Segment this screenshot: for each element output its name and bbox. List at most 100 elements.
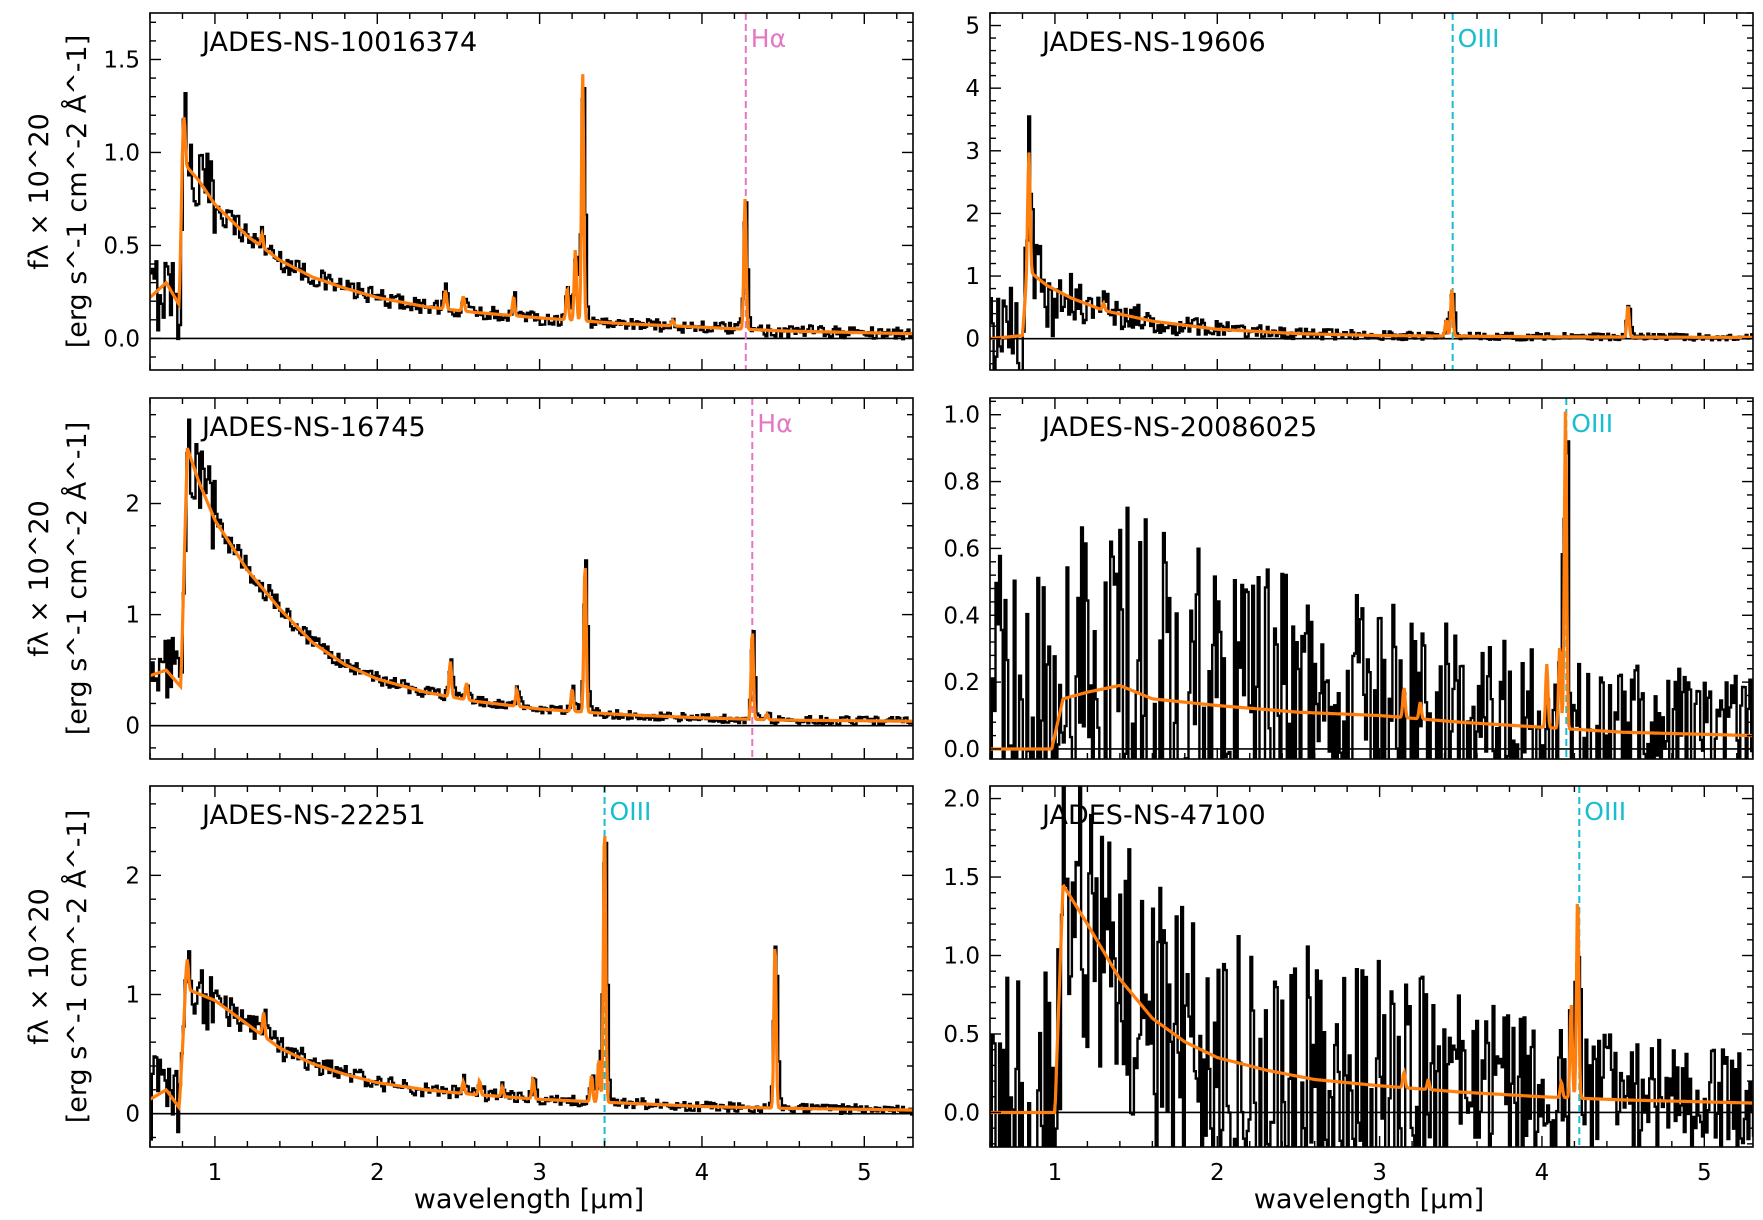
- y-tick-label: 0.2: [943, 670, 980, 696]
- model-spectrum: [990, 883, 1753, 1115]
- line-marker-label: OIII: [610, 797, 652, 826]
- y-axis-label-line2: [erg s^-1 cm^-2 Å^-1]: [61, 810, 93, 1124]
- y-tick-label: 1.0: [943, 403, 980, 429]
- axes-frame: [149, 785, 914, 1148]
- x-tick-label: 2: [1210, 1160, 1225, 1186]
- y-tick-label: 2: [125, 492, 140, 518]
- x-ticks: [149, 13, 898, 370]
- y-tick-label: 1: [125, 603, 140, 629]
- y-tick-label: 2: [125, 863, 140, 889]
- plot-area: [150, 786, 913, 1147]
- y-axis-label: fλ × 10^20 [erg s^-1 cm^-2 Å^-1]: [24, 35, 93, 349]
- axes-frame: [989, 785, 1754, 1148]
- observed-spectrum: [990, 440, 1753, 759]
- axes-frame: [989, 397, 1754, 760]
- y-axis-label-line1: fλ × 10^20: [24, 113, 55, 270]
- y-tick-label: 1.0: [943, 944, 980, 970]
- y-tick-label: 1: [965, 264, 980, 290]
- line-marker-label: Hα: [757, 409, 792, 438]
- y-tick-label: 0.0: [103, 326, 140, 352]
- model-spectrum: [150, 74, 913, 336]
- observed-spectrum: [990, 786, 1753, 1147]
- observed-spectrum: [150, 418, 913, 727]
- x-tick-label: 1: [1048, 1160, 1063, 1186]
- panels-group: 0.0 0.5 1.0 1.5 JADES-NS-10016374 Hα fλ × 10^2…: [24, 12, 1754, 1186]
- y-tick-label: 1.0: [103, 140, 140, 166]
- x-tick-label: 5: [857, 1160, 872, 1186]
- y-axis-label-line1: fλ × 10^20: [24, 888, 55, 1045]
- y-tick-label: 5: [965, 14, 980, 40]
- y-tick-label: 0.8: [943, 470, 980, 496]
- model-spectrum: [150, 835, 913, 1112]
- y-tick-label: 0.0: [943, 737, 980, 763]
- y-tick-label: 1: [125, 982, 140, 1008]
- y-tick-label: 0.0: [943, 1100, 980, 1126]
- plot-area: [990, 786, 1753, 1147]
- panel-title: JADES-NS-16745: [200, 412, 426, 443]
- y-ticks: [990, 12, 1753, 365]
- y-ticks: [150, 803, 913, 1139]
- y-ticks: [990, 400, 1753, 750]
- axes-frame: [149, 12, 914, 371]
- spectrum-panel-middle-right: 0.0 0.2 0.4 0.6 0.8 1.0 JADES-NS-20086025 OIII: [943, 397, 1754, 763]
- line-marker-label: OIII: [1584, 797, 1626, 826]
- panel-title: JADES-NS-19606: [1040, 27, 1266, 58]
- y-tick-label: 0: [125, 714, 140, 740]
- panel-title: JADES-NS-22251: [200, 800, 426, 831]
- model-spectrum: [990, 411, 1753, 751]
- x-tick-label: 3: [1372, 1160, 1387, 1186]
- x-ticks: [989, 398, 1738, 759]
- plot-area: [990, 13, 1753, 370]
- plot-area: [150, 398, 913, 759]
- y-tick-label: 0.6: [943, 536, 980, 562]
- x-tick-label: 5: [1697, 1160, 1712, 1186]
- model-spectrum: [150, 447, 913, 723]
- spectrum-panel-top-left: 0.0 0.5 1.0 1.5 JADES-NS-10016374 Hα fλ × 10^2…: [24, 12, 914, 371]
- x-axis-label-left: wavelength [µm]: [414, 1184, 644, 1215]
- model-spectrum: [990, 152, 1753, 341]
- spectrum-panel-bottom-right: 1 2 3 4 5 0.0 0.5 1.0 1.5 2.0 JADES-NS-47100 OIII: [943, 785, 1754, 1186]
- y-tick-label: 1.5: [943, 865, 980, 891]
- y-tick-label: 0.5: [103, 233, 140, 259]
- x-ticks: [989, 786, 1738, 1147]
- x-axis-label-text-left: wavelength [µm]: [414, 1184, 644, 1215]
- panel-title: JADES-NS-20086025: [1040, 412, 1317, 443]
- axes-frame: [989, 12, 1754, 371]
- y-tick-label: 3: [965, 139, 980, 165]
- x-axis-label-right: wavelength [µm]: [1254, 1184, 1484, 1215]
- panel-title: JADES-NS-10016374: [200, 27, 477, 58]
- y-tick-label: 0: [965, 327, 980, 353]
- x-axis-label-text-right: wavelength [µm]: [1254, 1184, 1484, 1215]
- y-axis-label-line2: [erg s^-1 cm^-2 Å^-1]: [61, 35, 93, 349]
- y-axis-label-line2: [erg s^-1 cm^-2 Å^-1]: [61, 422, 93, 736]
- spectrum-panel-bottom-left: 1 2 3 4 5 0 1 2 JADES-NS-22251 OIII fλ × 10^20 [erg…: [24, 785, 914, 1186]
- axes-frame: [149, 397, 914, 760]
- y-tick-label: 0.5: [943, 1022, 980, 1048]
- y-tick-label: 2: [965, 201, 980, 227]
- spectrum-panel-top-right: 0 1 2 3 4 5 JADES-NS-19606 OIII: [965, 12, 1754, 371]
- x-tick-label: 4: [695, 1160, 710, 1186]
- panel-title: JADES-NS-47100: [1040, 800, 1266, 831]
- y-axis-label: fλ × 10^20 [erg s^-1 cm^-2 Å^-1]: [24, 422, 93, 736]
- x-tick-label: 3: [532, 1160, 547, 1186]
- x-tick-label: 4: [1535, 1160, 1550, 1186]
- y-axis-label: fλ × 10^20 [erg s^-1 cm^-2 Å^-1]: [24, 810, 93, 1124]
- x-ticks: [149, 398, 898, 759]
- y-tick-label: 0.4: [943, 603, 980, 629]
- line-marker-label: Hα: [751, 24, 786, 53]
- y-ticks: [150, 21, 913, 358]
- y-ticks: [150, 413, 913, 749]
- y-ticks: [990, 797, 1753, 1145]
- x-ticks: [989, 13, 1738, 370]
- y-tick-label: 1.5: [103, 47, 140, 73]
- y-axis-label-line1: fλ × 10^20: [24, 500, 55, 657]
- x-tick-label: 1: [208, 1160, 223, 1186]
- line-marker-label: OIII: [1571, 409, 1613, 438]
- y-tick-label: 2.0: [943, 787, 980, 813]
- x-tick-label: 2: [370, 1160, 385, 1186]
- y-tick-label: 4: [965, 76, 980, 102]
- line-marker-label: OIII: [1458, 24, 1500, 53]
- observed-spectrum: [150, 87, 913, 341]
- y-tick-label: 0: [125, 1102, 140, 1128]
